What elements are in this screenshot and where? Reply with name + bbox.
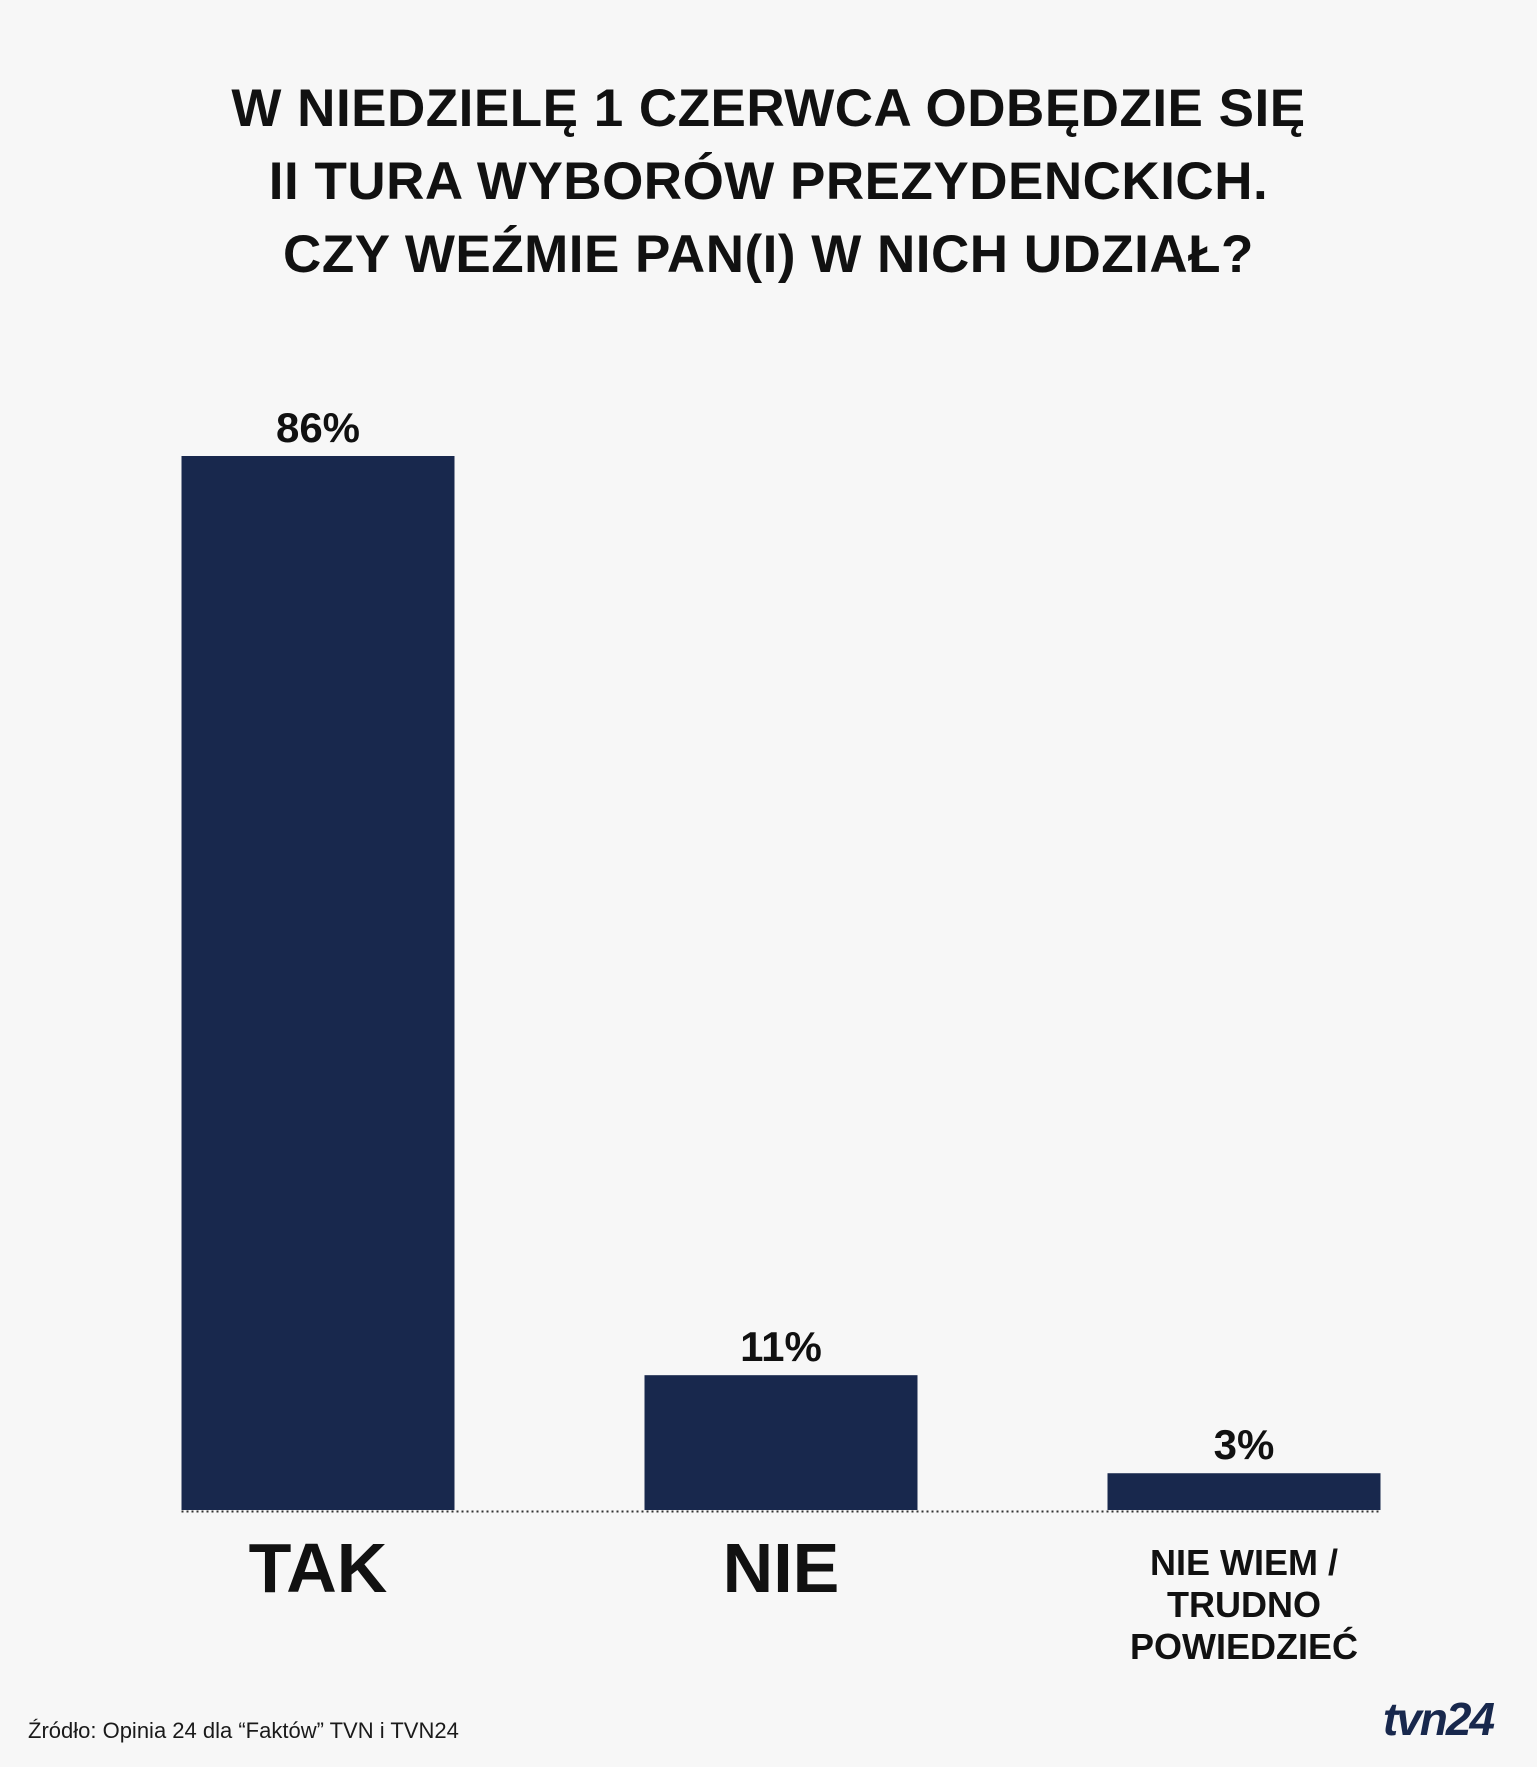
title-line-3: CZY WEŹMIE PAN(I) W NICH UDZIAŁ? <box>283 225 1254 284</box>
bar-2 <box>644 1375 918 1510</box>
value-label-2: 11% <box>740 1323 822 1370</box>
title-line-2: II TURA WYBORÓW PREZYDENCKICH. <box>268 152 1269 211</box>
logo-text: tvn24 <box>1383 1693 1495 1745</box>
bar-3 <box>1107 1473 1381 1510</box>
category-label-1-line-1: TAK <box>249 1529 388 1607</box>
title-line-1: W NIEDZIELĘ 1 CZERWCA ODBĘDZIE SIĘ <box>231 79 1306 138</box>
value-label-3: 3% <box>1214 1421 1275 1468</box>
value-label-1: 86% <box>276 404 360 451</box>
chart-title: W NIEDZIELĘ 1 CZERWCA ODBĘDZIE SIĘ II TU… <box>0 72 1537 291</box>
category-label-3-line-3: POWIEDZIEĆ <box>1130 1625 1358 1667</box>
bars-layer <box>181 456 1381 1510</box>
tvn24-logo: tvn24 <box>1383 1693 1497 1745</box>
bar-1 <box>181 456 455 1510</box>
labels-layer: 86% TAK 11% NIE 3% NIE WIEM / TRUDNO POWIEDZIEĆ <box>249 404 1358 1667</box>
category-label-3-line-1: NIE WIEM / <box>1150 1542 1338 1583</box>
source-note: Źródło: Opinia 24 dla “Faktów” TVN i TVN… <box>28 1718 459 1743</box>
category-label-3: NIE WIEM / TRUDNO POWIEDZIEĆ <box>1130 1542 1358 1667</box>
category-label-2-line-1: NIE <box>723 1529 840 1607</box>
category-label-1: TAK <box>249 1529 388 1607</box>
category-label-2: NIE <box>723 1529 840 1607</box>
category-label-3-line-2: TRUDNO <box>1167 1584 1321 1625</box>
